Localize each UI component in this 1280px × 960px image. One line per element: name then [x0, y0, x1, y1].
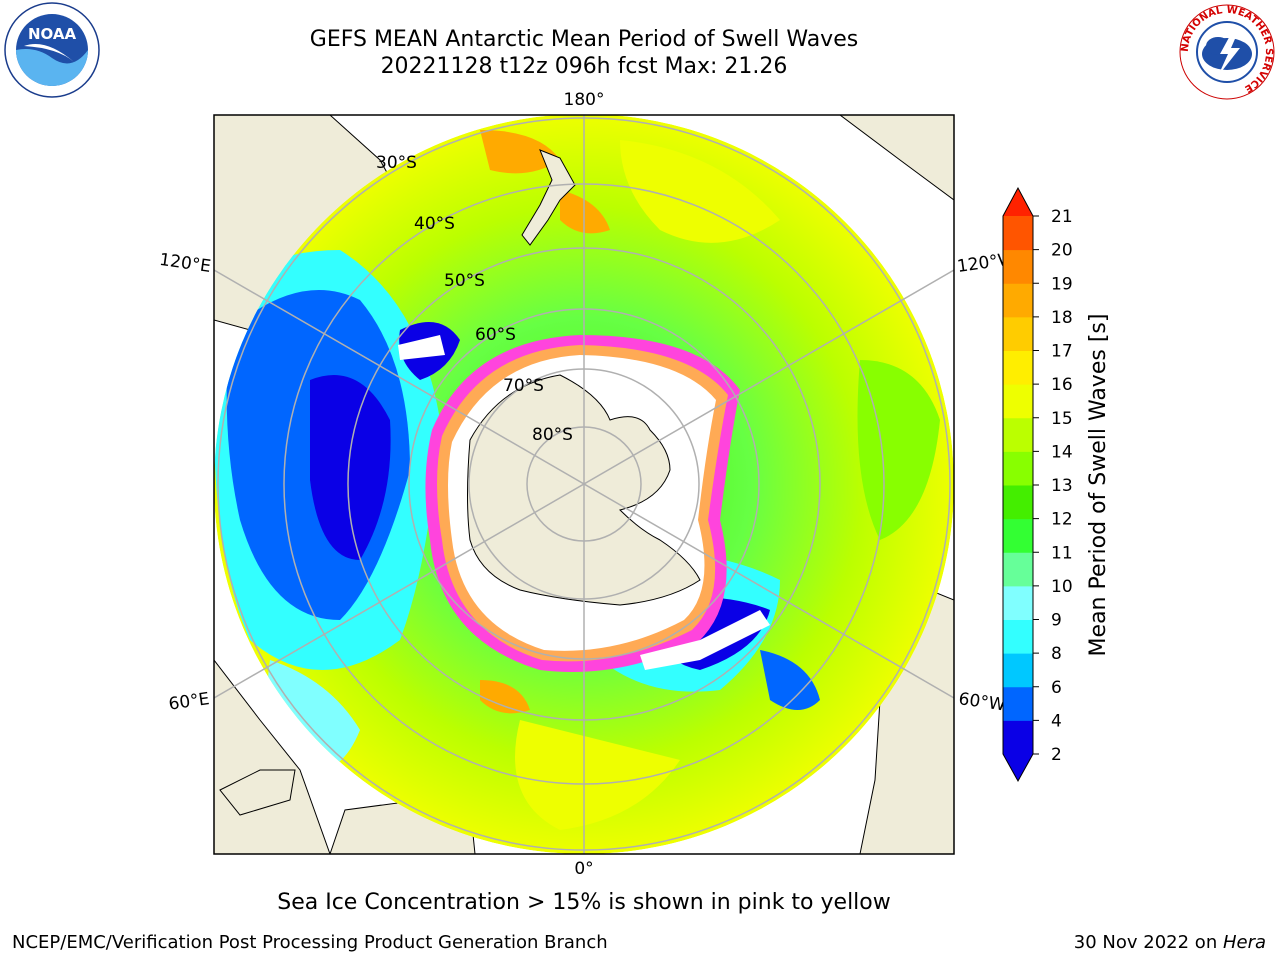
colorbar-tick-label: 13	[1051, 476, 1073, 496]
chart-title: GEFS MEAN Antarctic Mean Period of Swell…	[309, 27, 859, 52]
colorbar-tick-label: 6	[1051, 678, 1062, 698]
colorbar-segment	[1003, 350, 1033, 385]
footer-date: 30 Nov 2022 on Hera	[1074, 932, 1266, 953]
lat-label-60s: 60°S	[475, 325, 516, 345]
colorbar-tick-label: 10	[1051, 577, 1073, 597]
colorbar-segment	[1003, 653, 1033, 688]
colorbar-segment	[1003, 585, 1033, 620]
colorbar-ticks: 2 4 6 8 9 10 11 12 13 14 15 16 17 18 19 20 21	[1033, 207, 1073, 765]
colorbar-tick-label: 20	[1051, 241, 1073, 261]
colorbar-tick-label: 19	[1051, 274, 1073, 294]
chart-subtitle: 20221128 t12z 096h fcst Max: 21.26	[380, 54, 788, 79]
colorbar-segment	[1003, 283, 1033, 318]
lon-label-180: 180°	[564, 90, 605, 110]
lon-label-60w: 60°W	[957, 689, 1006, 715]
colorbar-tick-label: 11	[1051, 543, 1073, 563]
graticule	[214, 115, 954, 854]
colorbar-tick-label: 2	[1051, 745, 1062, 765]
colorbar: 2 4 6 8 9 10 11 12 13 14 15 16 17 18 19 20 21 Mean Perio…	[1002, 186, 1111, 783]
colorbar-segment	[1003, 316, 1033, 351]
colorbar-tick-label: 12	[1051, 510, 1073, 530]
lat-label-70s: 70°S	[503, 376, 544, 396]
colorbar-tick-label: 9	[1051, 611, 1062, 631]
lat-label-40s: 40°S	[414, 214, 455, 234]
colorbar-tick-label: 15	[1051, 409, 1073, 429]
colorbar-segment	[1003, 384, 1033, 419]
colorbar-segment	[1003, 485, 1033, 520]
colorbar-segment	[1003, 619, 1033, 654]
footer-date-text: 30 Nov 2022 on	[1073, 932, 1223, 953]
new-zealand	[521, 149, 576, 246]
lat-label-80s: 80°S	[532, 425, 573, 445]
lon-label-60e: 60°E	[167, 689, 210, 714]
latitude-labels: 30°S 40°S 50°S 60°S 70°S 80°S	[376, 153, 573, 445]
colorbar-tick-label: 21	[1051, 207, 1073, 227]
noaa-logo: NOAA	[4, 2, 100, 98]
footer-machine: Hera	[1222, 932, 1266, 953]
nws-logo: NATIONAL WEATHER SERVICE	[1179, 4, 1275, 100]
colorbar-segment	[1003, 552, 1033, 587]
colorbar-tick-label: 14	[1051, 442, 1073, 462]
colorbar-segment	[1003, 720, 1033, 755]
map-frame	[213, 114, 955, 855]
colorbar-tick-label: 17	[1051, 342, 1073, 362]
colorbar-segment	[1003, 518, 1033, 553]
colorbar-segment	[1003, 216, 1033, 251]
colorbar-tick-label: 4	[1051, 711, 1062, 731]
footer-credit: NCEP/EMC/Verification Post Processing Pr…	[12, 932, 608, 953]
map-panel	[214, 115, 954, 854]
noaa-logo-text: NOAA	[28, 25, 77, 43]
sea-ice-note: Sea Ice Concentration > 15% is shown in …	[277, 890, 891, 915]
lon-label-120e: 120°E	[158, 250, 212, 277]
colorbar-label: Mean Period of Swell Waves [s]	[1086, 314, 1111, 657]
lon-label-0: 0°	[574, 859, 593, 879]
colorbar-segment	[1003, 249, 1033, 284]
colorbar-segments	[1003, 216, 1033, 755]
lat-label-30s: 30°S	[376, 153, 417, 173]
colorbar-tick-label: 18	[1051, 308, 1073, 328]
colorbar-segment	[1003, 451, 1033, 486]
colorbar-segment	[1003, 417, 1033, 452]
colorbar-tick-label: 16	[1051, 375, 1073, 395]
colorbar-under-arrow	[1003, 754, 1033, 781]
colorbar-over-arrow	[1003, 188, 1033, 216]
colorbar-segment	[1003, 686, 1033, 721]
lat-label-50s: 50°S	[444, 271, 485, 291]
colorbar-tick-label: 8	[1051, 644, 1062, 664]
